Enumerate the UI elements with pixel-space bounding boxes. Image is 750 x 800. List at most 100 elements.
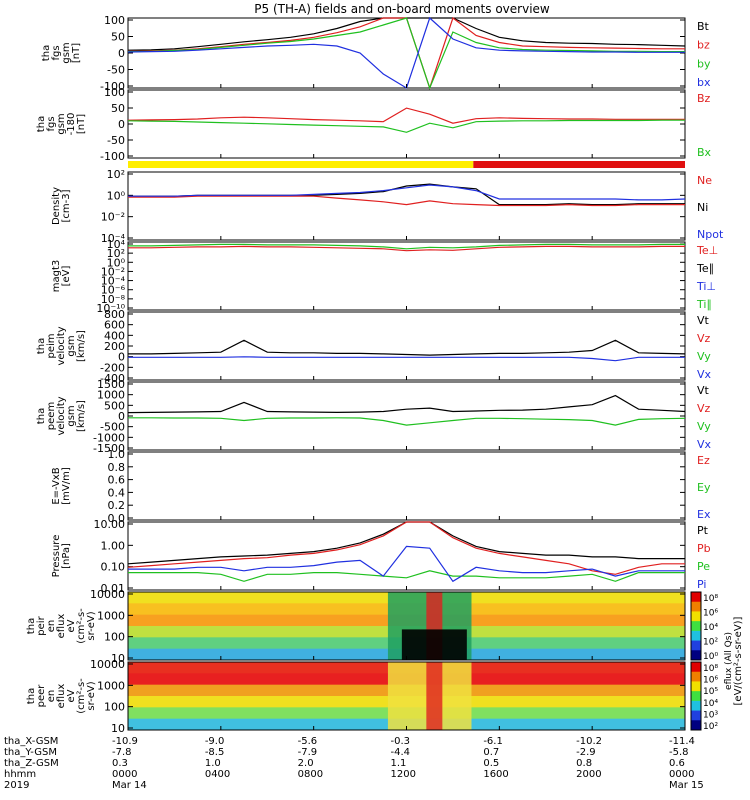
y-axis-label-line: [nT] (76, 114, 87, 134)
series-pressure-Pb (127, 521, 685, 575)
y-tick-label: 0.0 (108, 512, 126, 525)
series-density-Ne (128, 195, 685, 207)
axis-column-value: -4.4 (391, 747, 411, 758)
y-axis-label-line: gsm (66, 405, 77, 426)
axis-column-value: 0400 (205, 769, 230, 780)
y-tick-label: 10⁴ (107, 238, 126, 251)
y-tick-label: 100 (104, 701, 125, 714)
y-tick-label: 10000 (90, 588, 125, 601)
panel-fgs: 100 50 0 -50 -100 thafgsgsm[nT] Bt bz by bx (41, 14, 711, 93)
legend-entry: Bt (697, 20, 710, 33)
y-tick-label: 0.6 (108, 474, 126, 487)
y-tick-label: 1500 (97, 378, 125, 391)
y-axis-label-line: fgs (46, 116, 57, 131)
y-tick-label: 0.10 (101, 561, 126, 574)
y-axis-label: thapeerenefluxeV(cm²-s-sr-eV) (26, 678, 97, 714)
colorbar-tick-label: 10⁵ (703, 687, 718, 697)
y-tick-label: 0 (118, 351, 125, 364)
y-tick-label: 10⁻² (101, 265, 125, 278)
legend-entry: Ti∥ (696, 298, 712, 311)
y-tick-label: 0 (118, 410, 125, 423)
y-tick-label: 10⁰ (107, 189, 126, 202)
axis-row-label: hhmm (4, 769, 36, 780)
axis-column-value: -5.6 (298, 736, 318, 747)
axis-column-value: 0000 (669, 769, 694, 780)
y-axis-label: thafgsgsm[nT] (41, 42, 82, 63)
y-tick-label: 0 (118, 118, 125, 131)
y-axis-label: thapeimvelocitygsm[km/s] (36, 326, 87, 365)
axis-column-value: 0.6 (669, 758, 685, 769)
y-axis-label-line: en (46, 690, 57, 703)
colorbar-tick-label: 10² (703, 722, 718, 732)
y-tick-label: 10⁻⁶ (101, 284, 126, 297)
y-tick-label: 10⁰ (107, 256, 126, 269)
y-axis-label: thapeirenefluxeV(cm²-s-sr-eV) (26, 608, 97, 644)
y-tick-label: -100 (100, 150, 125, 163)
y-tick-label: -1500 (93, 442, 125, 455)
y-axis-label-line: (cm²-s- (76, 678, 87, 714)
y-axis-label-line: peer (36, 684, 47, 708)
y-axis-label-line: Pressure (51, 535, 62, 578)
y-tick-label: -500 (100, 421, 125, 434)
y-axis-label-line: gsm (66, 335, 77, 356)
y-tick-label: 800 (104, 308, 125, 321)
panel-peir: 10000 1000 100 10 thapeirenefluxeV(cm²-s-sr-… (26, 588, 686, 665)
y-tick-label: -200 (100, 361, 125, 374)
panels-group: 100500-50-100thafgsgsm[nT]Btbzbybx100500… (26, 14, 724, 735)
axis-column-value: 2.0 (298, 758, 314, 769)
y-tick-label: 0.01 (101, 582, 126, 595)
colorbar-tick-label: 10⁸ (703, 594, 718, 604)
y-axis-label: Pressure[nPa] (51, 535, 72, 578)
series-pressure-Pi (128, 545, 685, 583)
axis-column-value: 2000 (576, 769, 601, 780)
colorbar-label-2: eflux (All Qs) (724, 632, 734, 690)
y-tick-label: 10⁻¹⁰ (96, 302, 125, 315)
legend-entry: Pi (697, 578, 706, 591)
colorbar-group: 10⁸10⁶10⁴10²10⁰10⁸10⁶10⁵10⁴10³10²[eV/(cm… (690, 591, 744, 732)
colorbar-frame (690, 591, 702, 661)
y-axis-label-line: [km/s] (76, 400, 87, 432)
y-tick-label: 1000 (97, 679, 125, 692)
axis-column-value: 1.0 (205, 758, 221, 769)
colorbar-tick-label: 10⁶ (703, 676, 718, 686)
y-tick-label: -400 (100, 372, 125, 385)
axis-column-value: -11.4 (669, 736, 695, 747)
y-tick-label: 10⁻⁴ (101, 275, 126, 288)
axis-column-value: Mar 15 (669, 780, 704, 791)
legend-entry: Pt (697, 524, 709, 537)
legend-entry: by (697, 57, 711, 70)
y-axis-label: magt3[eV] (51, 260, 72, 293)
axis-column-value: 0.3 (112, 758, 128, 769)
y-tick-label: 0.8 (108, 461, 126, 474)
axis-column-value: 0000 (112, 769, 137, 780)
y-axis-label-line: [cm-3] (61, 189, 72, 222)
y-tick-label: 0.2 (108, 499, 126, 512)
y-axis-label: Density[cm-3] (51, 187, 72, 225)
y-tick-label: 100 (104, 631, 125, 644)
y-tick-label: 0.4 (108, 486, 126, 499)
y-tick-label: 10⁻⁴ (101, 232, 126, 245)
axis-column-value: -5.8 (669, 747, 689, 758)
legend-entry: Vz (697, 402, 711, 415)
colorbar-tick-label: 10⁸ (703, 664, 718, 674)
colorbar-segment (691, 720, 701, 731)
y-axis-label: E=-VxB[mV/m] (51, 467, 72, 505)
y-tick-label: 400 (104, 329, 125, 342)
legend-entry: Ni (697, 201, 708, 214)
y-axis-label-line: en (46, 620, 57, 633)
y-axis-label-line: tha (36, 408, 47, 424)
series-density-Npot (128, 184, 686, 201)
y-tick-label: 50 (111, 31, 125, 44)
axis-column-value: 0.5 (483, 758, 499, 769)
y-axis-label-line: peim (46, 333, 57, 358)
y-axis-label-line: [km/s] (76, 330, 87, 362)
colorbar-segment (691, 662, 701, 673)
legend-entry: Vy (697, 420, 711, 433)
y-axis-label-line: eV (66, 619, 77, 632)
axis-column-value: -10.2 (576, 736, 602, 747)
y-axis-label-line: -180 (66, 113, 77, 136)
legend-entry: Vz (697, 332, 711, 345)
y-tick-label: 1.00 (101, 539, 126, 552)
